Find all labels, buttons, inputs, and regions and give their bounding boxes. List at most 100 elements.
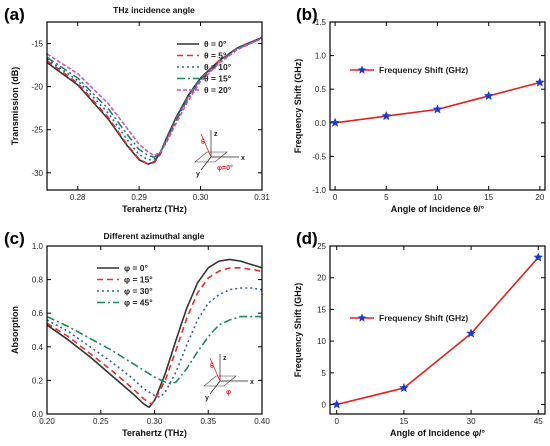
- y-axis-title: Frequency Shift (GHz): [293, 283, 303, 378]
- panel-label: (a): [4, 5, 25, 24]
- inset-incident-ray: [200, 133, 212, 158]
- panel-label: (c): [4, 229, 25, 248]
- legend: Frequency Shift (GHz): [350, 65, 468, 75]
- inset-phi-label: φ=0°: [217, 164, 233, 172]
- inset-schematic: z x y θ φ=0°: [194, 130, 245, 178]
- inset-x-label: x: [241, 155, 245, 162]
- plot-frame: [329, 245, 546, 415]
- series-line-1: [47, 267, 262, 405]
- y-tick-label: -25: [31, 126, 43, 135]
- data-point: [466, 328, 476, 338]
- y-tick-label: 0.0: [315, 119, 327, 128]
- x-tick-label: 0: [333, 193, 338, 202]
- y-tick-label: 0.8: [32, 276, 44, 285]
- legend-label: θ = 10°: [204, 62, 232, 72]
- legend-label: φ = 15°: [124, 275, 153, 285]
- series-line-0: [47, 36, 262, 165]
- y-tick-label: 5: [322, 369, 327, 378]
- x-tick-label: 15: [484, 193, 493, 202]
- panel-d: (d) 0 15 30 45 0 5 10 15 20 25 Angle of Incidence φ…: [293, 229, 546, 438]
- plot-area: [47, 258, 262, 409]
- y-tick-label: 1.0: [32, 242, 44, 251]
- y-tick-label: -1.0: [312, 186, 326, 195]
- x-tick-label: 0.20: [39, 417, 55, 426]
- x-tick-label: 15: [399, 417, 408, 426]
- inset-y-label: y: [196, 171, 200, 178]
- x-tick-label: 0.40: [254, 417, 270, 426]
- y-tick-label: 0.6: [32, 309, 44, 318]
- panel-b: (b) 0 5 10 15 20 -1.0 -0.5 0.0 0.5 1.0 1.5 Angle of …: [293, 5, 546, 214]
- x-tick-label: 5: [384, 193, 389, 202]
- x-tick-label: 0.30: [147, 417, 163, 426]
- inset-incident-ray: [209, 357, 221, 382]
- legend-label: Frequency Shift (GHz): [379, 313, 468, 323]
- inset-z-label: z: [214, 131, 218, 138]
- inset-y-axis: [200, 156, 212, 171]
- y-tick-label: 1.0: [315, 52, 327, 61]
- data-point: [534, 77, 545, 87]
- x-tick-label: 45: [534, 417, 543, 426]
- x-tick-label: 0.31: [254, 193, 270, 202]
- x-tick-label: 0.25: [93, 417, 109, 426]
- inset-schematic: z x y θ φ: [203, 354, 254, 402]
- inset-x-label: x: [250, 379, 254, 386]
- series-line-4: [47, 37, 262, 157]
- y-axis-title: Transmission (dB): [10, 67, 20, 146]
- panel-label: (b): [296, 5, 318, 24]
- inset-theta-label: θ: [201, 139, 205, 146]
- x-axis-title: Terahertz (THz): [122, 428, 187, 438]
- plot-area: [336, 256, 539, 406]
- y-tick-label: 20: [317, 274, 326, 283]
- data-point: [533, 252, 544, 262]
- x-tick-label: 0.30: [193, 193, 209, 202]
- legend-marker: [357, 65, 367, 74]
- legend: θ = 0° θ = 5°θ = 10° θ = 15°θ = 20°: [177, 39, 232, 95]
- inset-theta-label: θ: [210, 363, 214, 370]
- panel-a: (a) THz incidence angle 0.28 0.29 0.30 0.31 -3…: [4, 5, 270, 214]
- y-tick-label: 0.0: [32, 410, 44, 419]
- y-tick-label: 15: [317, 305, 326, 314]
- y-tick-label: -20: [31, 83, 43, 92]
- legend-label: φ = 45°: [124, 298, 153, 308]
- chart-title: Different azimuthal angle: [103, 231, 204, 241]
- plot-area: [335, 81, 541, 124]
- legend-label: φ = 30°: [124, 286, 153, 296]
- x-tick-label: 20: [535, 193, 544, 202]
- y-tick-label: -30: [31, 169, 43, 178]
- inset-y-axis: [209, 380, 221, 395]
- inset-y-label: y: [205, 395, 209, 402]
- x-tick-label: 30: [467, 417, 476, 426]
- series-line-0: [336, 256, 539, 406]
- y-tick-label: 0.5: [315, 85, 327, 94]
- legend-label: θ = 0°: [204, 39, 227, 49]
- inset-phi-label: φ: [226, 389, 231, 396]
- plot-area: [47, 36, 262, 165]
- panel-label: (d): [296, 229, 318, 248]
- y-tick-label: 10: [317, 337, 326, 346]
- plot-frame: [329, 21, 546, 191]
- legend-label: Frequency Shift (GHz): [379, 65, 468, 75]
- legend-label: θ = 5°: [204, 51, 227, 61]
- data-point: [331, 399, 342, 409]
- y-tick-label: 0.4: [32, 343, 44, 352]
- panel-c: (c) Different azimuthal angle 0.20 0.25 0.30…: [4, 229, 270, 438]
- series-line-1: [47, 36, 262, 165]
- legend-label: φ = 0°: [124, 263, 148, 273]
- data-point: [381, 110, 392, 121]
- chart-title: THz incidence angle: [113, 5, 195, 15]
- series-line-2: [47, 287, 262, 399]
- y-tick-label: 0: [322, 400, 327, 409]
- legend: φ = 0° φ = 15°φ = 30° φ = 45°: [97, 263, 153, 308]
- y-axis-title: Frequency Shift (GHz): [293, 59, 303, 154]
- legend-marker: [357, 313, 367, 322]
- x-axis-title: Angle of Incidence θ/°: [391, 204, 485, 214]
- y-tick-label: -0.5: [312, 152, 326, 161]
- y-axis-title: Absorption: [10, 306, 20, 354]
- legend-label: θ = 20°: [204, 85, 232, 95]
- x-tick-label: 0.35: [200, 417, 216, 426]
- x-axis-title: Angle of Incidence φ/°: [390, 428, 485, 438]
- inset-z-label: z: [223, 355, 227, 362]
- plot-frame: [46, 21, 263, 191]
- x-tick-label: 0.28: [70, 193, 86, 202]
